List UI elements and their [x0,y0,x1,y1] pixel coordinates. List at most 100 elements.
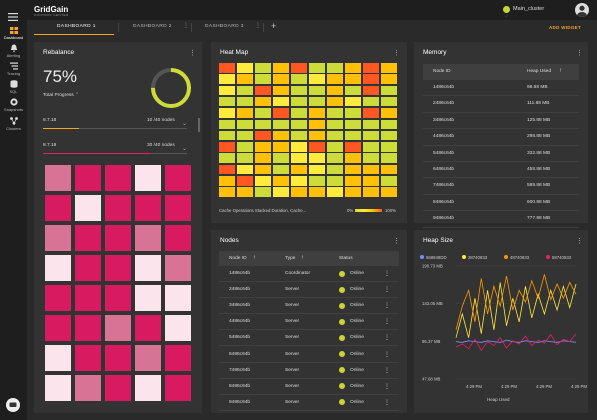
memory-table-header: Node ID Heap Used ↑ [423,64,579,80]
tab-dashboard-1[interactable]: DASHBOARD 1 [57,24,96,29]
tab-close-icon[interactable]: ⋮ [183,23,189,29]
node-row[interactable]: 1486c64b Coordinator Online ⋮ [219,266,399,283]
sort-arrow-icon[interactable]: ↑ [253,255,256,261]
memory-row[interactable]: 6486c64b 458.88 MB [423,162,579,179]
chat-icon[interactable] [6,398,20,412]
node-id: 2486c64b [229,287,251,293]
node-type: Server [285,383,300,389]
memory-menu-icon[interactable]: ⋮ [576,50,583,57]
active-tab-indicator [34,34,114,35]
node-row[interactable]: 5486c64b Server Online ⋮ [219,330,399,347]
heatmap-cell [345,108,361,118]
add-tab-button[interactable]: + [271,21,277,31]
row-menu-icon[interactable]: ⋮ [384,287,390,294]
node-row[interactable]: 4486c64b Server Online ⋮ [219,314,399,331]
heatmap-cell [219,96,235,107]
heatmap-cell [327,63,343,73]
menu-icon[interactable] [8,8,18,26]
memory-row[interactable]: 1486c64b 98.88 MB [423,80,579,97]
tab-menu-icon[interactable]: ⋮ [255,23,261,29]
version-progress-bar [43,153,151,154]
tab-dashboard-3[interactable]: DASHBOARD 3 [205,24,244,29]
node-row[interactable]: 3486c64b Server Online ⋮ [219,298,399,315]
memory-row[interactable]: 8486c64b 600.88 MB [423,195,579,212]
cluster-name[interactable]: Main_cluster [513,6,545,12]
heatmap-cell [327,96,343,107]
brand-logo: GridGain [34,5,68,14]
user-avatar-icon[interactable] [575,3,589,17]
heatmap-cell [345,119,361,129]
node-type: Server [285,367,300,373]
sidebar-item-sql[interactable]: SQL [0,80,27,94]
sidebar-label-clusters: Clusters [6,126,21,131]
nodes-col-node[interactable]: Node ID [229,256,247,261]
sort-arrow-icon[interactable]: ↑ [559,68,562,74]
sidebar-item-dashboard[interactable]: Dashboard [0,27,27,40]
rebalance-menu-icon[interactable]: ⋮ [189,50,196,57]
row-menu-icon[interactable]: ⋮ [384,303,390,310]
row-menu-icon[interactable]: ⋮ [384,383,390,390]
heatmap-cell [309,142,325,152]
nodes-col-type[interactable]: Type [285,256,296,261]
nodes-menu-icon[interactable]: ⋮ [393,238,400,245]
heatmap-cell [381,176,397,186]
row-menu-icon[interactable]: ⋮ [384,367,390,374]
node-row[interactable]: 9486c64b Server Online ⋮ [219,395,399,411]
rebalance-cell [165,285,191,311]
rebalance-panel: Rebalance ⋮ 75% Total Progress ⌃ 8.7.18 1… [34,42,202,413]
memory-row[interactable]: 3486c64b 125.88 MB [423,113,579,130]
node-row[interactable]: 8486c64b Server Online ⋮ [219,379,399,395]
sidebar-label-sql: SQL [9,89,18,94]
sort-arrow-icon[interactable]: ↑ [301,255,304,261]
row-menu-icon[interactable]: ⋮ [384,335,390,342]
scrollbar-thumb[interactable] [198,118,200,132]
heatmap-cell [291,130,307,141]
tab-bar [27,20,597,36]
series-line [455,282,577,338]
row-menu-icon[interactable]: ⋮ [384,351,390,358]
memory-row[interactable]: 7486c64b 589.88 MB [423,178,579,195]
sidebar-item-tracing[interactable]: Tracing [0,62,27,76]
row-menu-icon[interactable]: ⋮ [384,399,390,406]
version-expand-icon[interactable]: ⌄ [182,146,188,152]
heatmap-cell [381,164,397,175]
version-expand-icon[interactable]: ⌄ [182,121,188,127]
sidebar-item-alerting[interactable]: Alerting [0,44,27,58]
heatmap-title: Heat Map [220,49,249,56]
tab-dashboard-2[interactable]: DASHBOARD 2 [133,24,172,29]
row-menu-icon[interactable]: ⋮ [384,319,390,326]
memory-row[interactable]: 4486c64b 298.88 MB [423,129,579,146]
heatmap-cell [381,153,397,163]
heatmap-cell [309,164,325,175]
version-nodes: 10 /40 nodes [147,118,175,123]
rebalance-cell [165,345,191,371]
heap-menu-icon[interactable]: ⋮ [576,238,583,245]
rebalance-cell [165,315,191,341]
nodes-col-status[interactable]: Status [339,256,353,261]
node-row[interactable]: 6486c64b Server Online ⋮ [219,347,399,363]
rebalance-cell [75,375,101,401]
heatmap-cell [309,130,325,141]
node-id: 4486c64b [229,319,251,325]
memory-row[interactable]: 9486c64b 777.88 MB [423,211,579,228]
row-menu-icon[interactable]: ⋮ [384,271,390,277]
heatmap-cell [381,74,397,84]
memory-row[interactable]: 5486c64b 332.88 MB [423,146,579,162]
heatmap-cell [345,142,361,152]
node-row[interactable]: 2486c64b Server Online ⋮ [219,282,399,299]
rebalance-cell [165,255,191,281]
online-status-icon [339,270,345,277]
memory-col-heap[interactable]: Heap Used [527,69,551,74]
sidebar-item-clusters[interactable]: Clusters [0,117,27,131]
add-widget-button[interactable]: ADD WIDGET [549,25,581,30]
heatmap-menu-icon[interactable]: ⋮ [393,50,400,57]
heatmap-min-label: 0% [347,208,354,213]
nodes-panel: Nodes ⋮ Node ID ↑ Type ↑ Status 1486c64b… [211,230,407,413]
heatmap-cell [273,176,289,186]
legend-label: 38740833 [468,255,488,260]
memory-col-node[interactable]: Node ID [433,69,451,74]
memory-row[interactable]: 2486c64b 111.88 MB [423,96,579,113]
heatmap-cell [255,153,271,163]
sidebar-item-snapshots[interactable]: Snapshots [0,98,27,112]
node-row[interactable]: 7486c64b Server Online ⋮ [219,363,399,379]
